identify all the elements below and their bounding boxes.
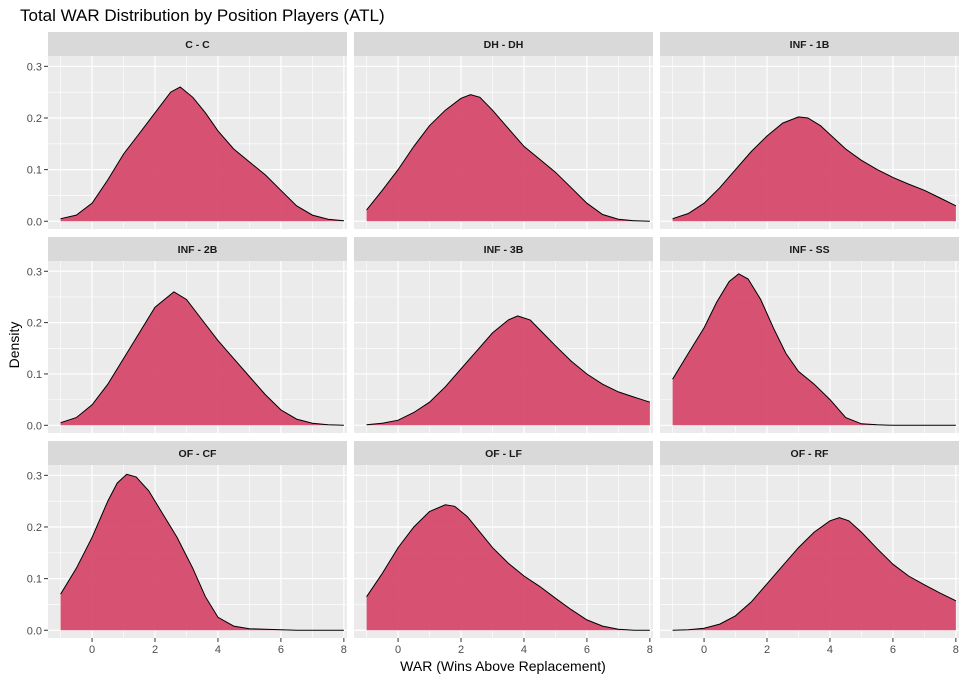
facet-strip — [660, 32, 959, 56]
x-tick-label: 2 — [764, 644, 770, 656]
facet-strip — [48, 32, 347, 56]
y-tick-label: 0.1 — [27, 165, 42, 177]
facet-panel: C - C 0.0 0.1 0.2 0.3 — [27, 32, 347, 229]
facet-strip-label: DH - DH — [484, 39, 524, 51]
density-line — [672, 116, 957, 220]
density-line — [60, 291, 344, 426]
facet-strip — [354, 441, 653, 465]
x-tick-label: 2 — [458, 644, 464, 656]
facets-layer: C - C 0.0 0.1 0.2 0.3 DH - DH INF - 1B INF - 2B… — [27, 32, 959, 656]
y-tick-label: 0.3 — [27, 266, 42, 278]
density-area — [672, 116, 956, 222]
y-tick-label: 0.2 — [27, 113, 42, 125]
y-tick-label: 0.1 — [27, 369, 42, 381]
facet-strip — [660, 237, 959, 261]
x-tick-label: 0 — [701, 644, 707, 656]
y-tick-label: 0.0 — [27, 420, 42, 432]
density-area — [366, 315, 650, 426]
facet-panel: OF - CF 0.0 0.1 0.2 0.3 0 2 4 6 8 — [27, 441, 347, 656]
y-tick-label: 0.0 — [27, 625, 42, 637]
density-area — [60, 291, 344, 426]
density-area — [672, 273, 956, 426]
facet-strip-label: INF - SS — [789, 244, 829, 256]
facet-strip-label: OF - CF — [179, 448, 217, 460]
x-tick-label: 0 — [395, 644, 401, 656]
y-tick-label: 0.2 — [27, 318, 42, 330]
facet-panel: INF - 3B — [354, 237, 653, 433]
facet-panel: INF - 2B 0.0 0.1 0.2 0.3 — [27, 237, 347, 433]
facet-strip — [48, 441, 347, 465]
density-line — [60, 86, 344, 222]
x-tick-label: 4 — [521, 644, 527, 656]
y-tick-label: 0.2 — [27, 522, 42, 534]
facet-strip — [354, 32, 653, 56]
y-tick-label: 0.3 — [27, 470, 42, 482]
y-axis-title: Density — [6, 322, 22, 369]
density-line — [366, 94, 650, 222]
x-tick-label: 6 — [890, 644, 896, 656]
facet-strip-label: C - C — [185, 39, 210, 51]
x-tick-label: 4 — [827, 644, 833, 656]
density-area — [60, 474, 344, 631]
x-axis-title: WAR (Wins Above Replacement) — [400, 658, 606, 674]
facet-strip-label: INF - 3B — [484, 244, 524, 256]
facet-panel: INF - SS — [660, 237, 959, 433]
x-tick-label: 6 — [278, 644, 284, 656]
chart-title: Total WAR Distribution by Position Playe… — [20, 6, 385, 25]
facet-panel: DH - DH — [354, 32, 653, 229]
density-area — [366, 504, 650, 631]
facet-panel: OF - RF 0 2 4 6 8 — [660, 441, 959, 656]
facet-strip — [354, 237, 653, 261]
density-line — [672, 517, 957, 631]
facet-strip-label: OF - RF — [791, 448, 829, 460]
facet-strip-label: INF - 2B — [178, 244, 218, 256]
density-area — [60, 87, 344, 222]
density-line — [672, 273, 956, 426]
density-area — [366, 94, 650, 222]
density-line — [366, 504, 650, 631]
x-tick-label: 8 — [953, 644, 959, 656]
y-tick-label: 0.0 — [27, 216, 42, 228]
x-tick-label: 8 — [647, 644, 653, 656]
facet-panel: INF - 1B — [660, 32, 959, 229]
density-area — [672, 517, 956, 631]
facet-strip-label: INF - 1B — [790, 39, 830, 51]
x-tick-label: 0 — [89, 644, 95, 656]
x-tick-label: 8 — [341, 644, 347, 656]
facet-panel: OF - LF 0 2 4 6 8 — [354, 441, 653, 656]
x-tick-label: 2 — [152, 644, 158, 656]
density-line — [366, 315, 651, 426]
x-tick-label: 6 — [584, 644, 590, 656]
facet-strip — [48, 237, 347, 261]
density-line — [60, 473, 344, 631]
y-tick-label: 0.3 — [27, 61, 42, 73]
facet-strip-label: OF - LF — [485, 448, 522, 460]
facet-strip — [660, 441, 959, 465]
y-tick-label: 0.1 — [27, 574, 42, 586]
x-tick-label: 4 — [215, 644, 221, 656]
